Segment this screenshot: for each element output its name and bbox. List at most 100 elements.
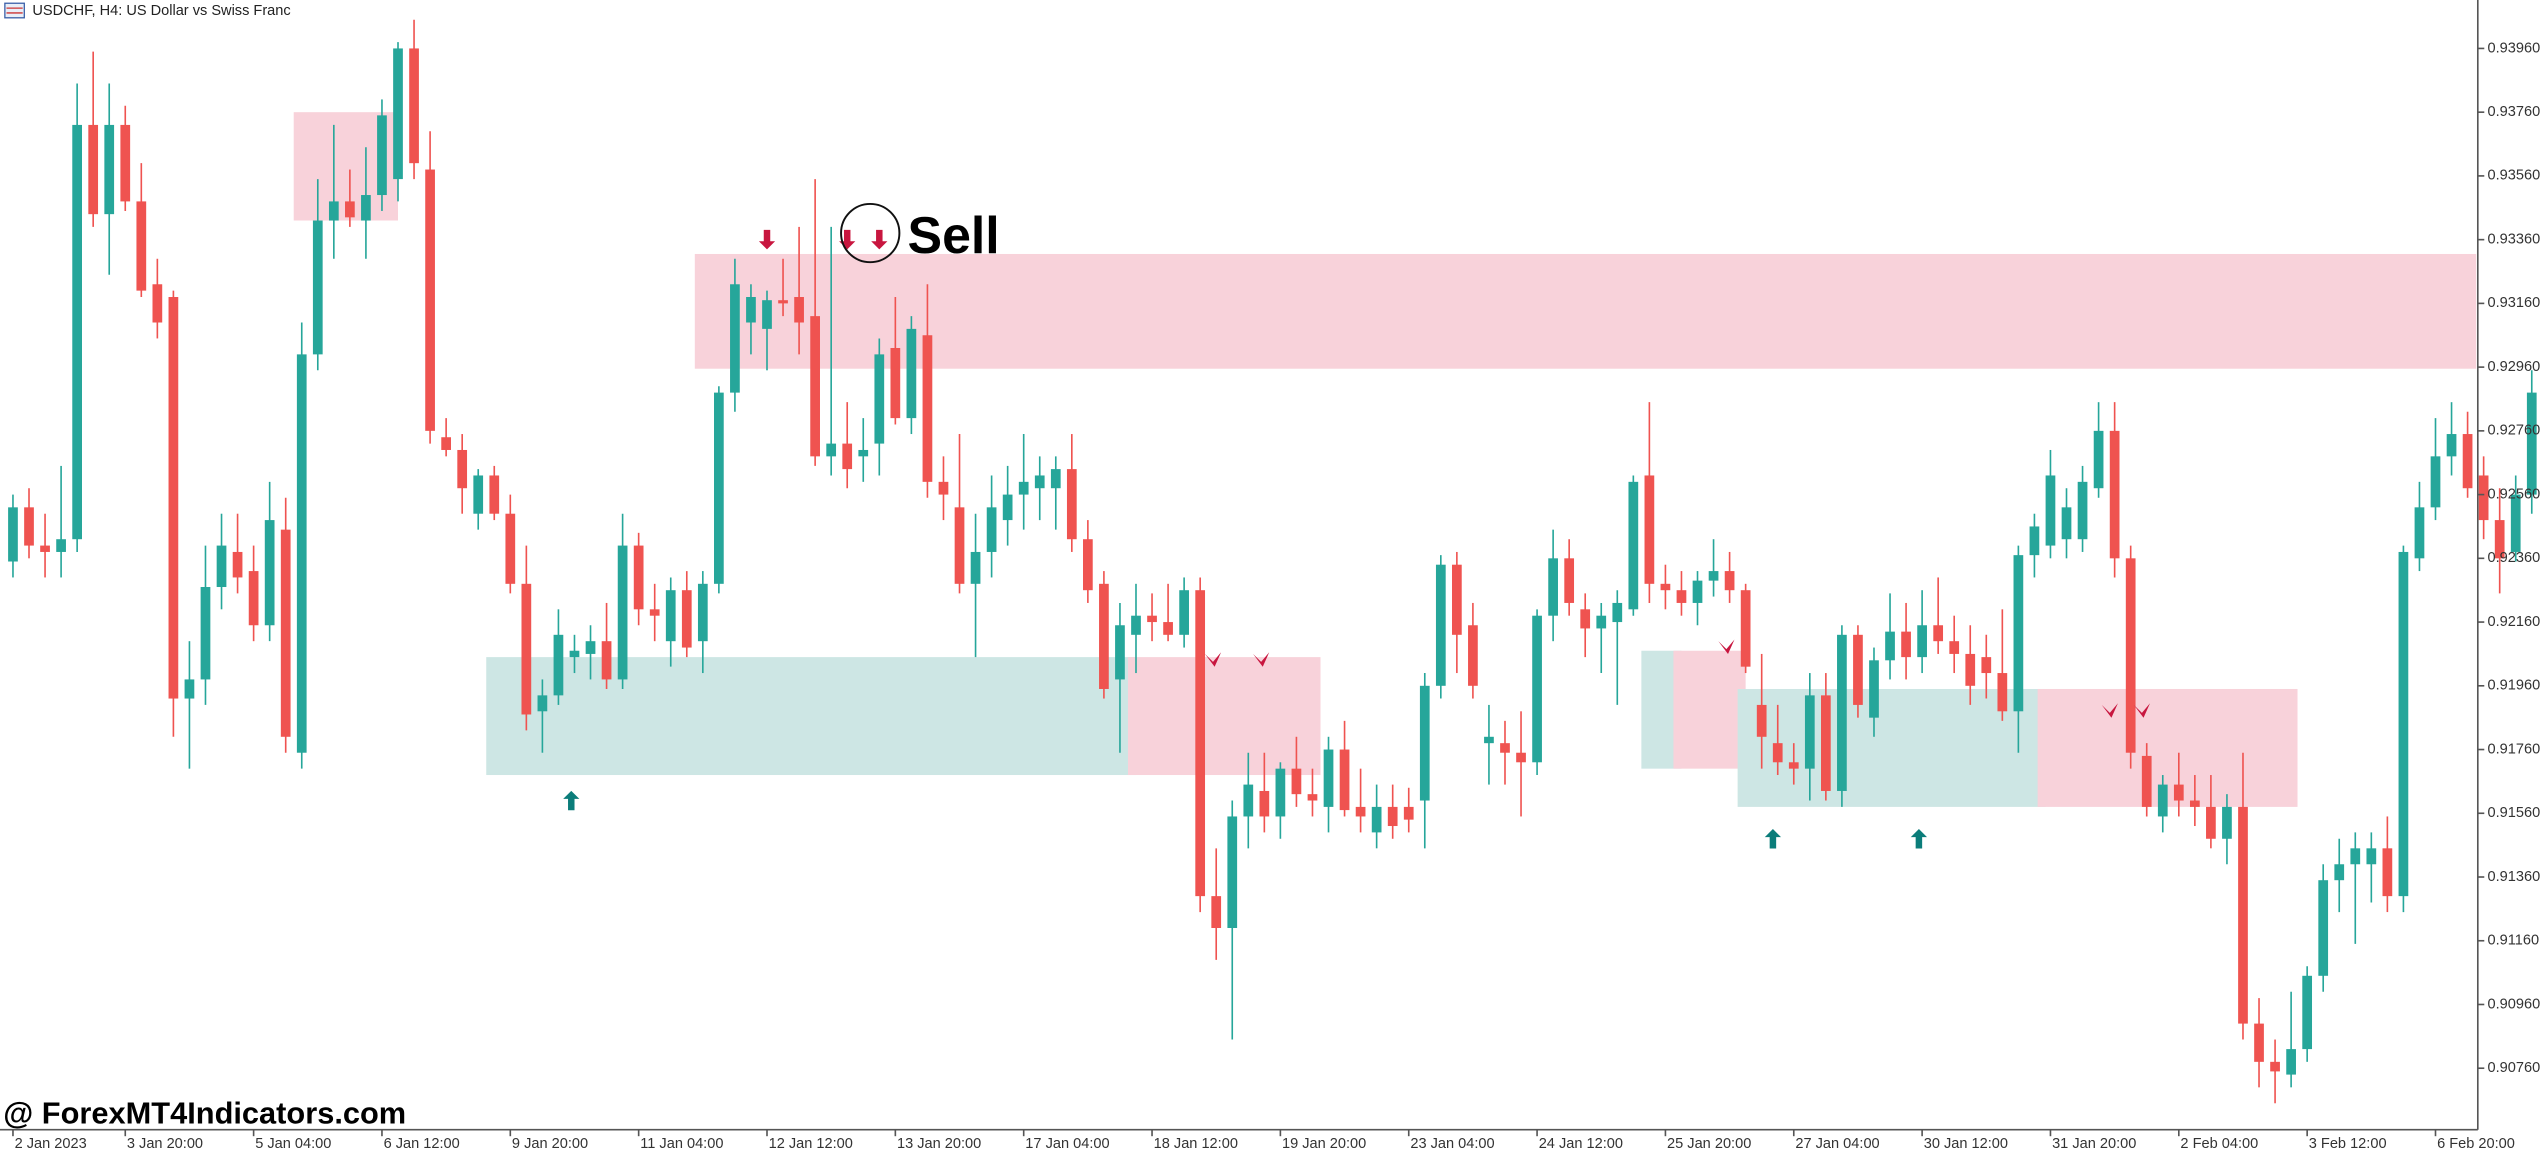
zone (486, 657, 1136, 776)
candles (8, 19, 2537, 1104)
sell-arrow (758, 229, 776, 250)
candle-body (697, 583, 708, 642)
candle-body (393, 48, 403, 180)
candle-body (2254, 1023, 2264, 1062)
candle-body (537, 695, 548, 712)
candle-body (1580, 609, 1591, 629)
candle-body (168, 297, 179, 699)
candle-body (2366, 848, 2377, 865)
candle-body (1869, 660, 1879, 718)
candle-body (1532, 615, 1542, 763)
y-tick-label: 0.91760 (2488, 741, 2541, 757)
candle-body (2398, 551, 2409, 897)
candle-body (1018, 481, 1029, 495)
candle-body (345, 201, 355, 218)
x-tick-label: 9 Jan 20:00 (512, 1136, 588, 1152)
candle-body (922, 335, 933, 482)
candle-body (104, 124, 115, 215)
x-tick-label: 2 Feb 04:00 (2180, 1136, 2258, 1152)
sell-mark (1253, 652, 1270, 667)
candle-body (1083, 539, 1093, 591)
candle-body (56, 539, 66, 552)
y-tick-label: 0.91960 (2488, 678, 2541, 694)
x-tick-label: 5 Jan 04:00 (255, 1136, 331, 1152)
candle-body (746, 297, 756, 323)
candle-body (1403, 806, 1414, 820)
y-tick-label: 0.93560 (2488, 168, 2541, 184)
candle-body (601, 641, 612, 680)
candle-body (1917, 625, 1927, 658)
candle-body (585, 641, 596, 654)
candle-body (2222, 806, 2232, 839)
candle-body (1965, 653, 1976, 686)
candle-body (1804, 695, 1815, 769)
candle-body (2270, 1061, 2280, 1072)
candle-body (1548, 558, 1558, 616)
y-tick-label: 0.91360 (2488, 869, 2541, 885)
flag-icon (4, 2, 25, 19)
candle-body (1933, 625, 1944, 642)
sell-mark (1718, 639, 1735, 655)
candle-body (1885, 631, 1895, 661)
candle-body (1211, 896, 1222, 928)
candle-body (1002, 494, 1013, 521)
candle-body (2093, 430, 2104, 489)
candle-body (40, 545, 50, 552)
y-tick-label: 0.93160 (2488, 295, 2541, 311)
zone (1127, 657, 1321, 776)
candle-body (890, 347, 901, 419)
x-tick-label: 11 Jan 04:00 (640, 1136, 723, 1152)
candle-body (1676, 590, 1687, 603)
candle-body (1484, 736, 1494, 744)
candle-body (2350, 848, 2361, 865)
candle-body (681, 590, 692, 648)
candle-body (1949, 641, 1960, 654)
candle-body (1419, 685, 1430, 801)
candle-body (2141, 755, 2152, 807)
candle-body (1147, 615, 1157, 623)
candle-body (280, 529, 291, 737)
watermark: @ ForexMT4Indicators.com (3, 1095, 406, 1130)
x-tick-label: 13 Jan 20:00 (897, 1136, 981, 1152)
candle-body (1452, 564, 1462, 635)
candle-body (2029, 526, 2040, 556)
candle-body (1788, 762, 1799, 769)
candle-body (425, 169, 435, 431)
candle-body (1339, 749, 1350, 811)
candle-body (794, 297, 804, 323)
x-tick-label: 6 Jan 12:00 (384, 1136, 460, 1152)
x-tick-label: 19 Jan 20:00 (1282, 1136, 1366, 1152)
y-tick-label: 0.92160 (2488, 614, 2541, 630)
candle-body (1564, 558, 1575, 603)
candle-body (1435, 564, 1446, 686)
candle-body (1355, 806, 1366, 817)
candle-body (72, 124, 82, 540)
candle-body (505, 513, 516, 584)
x-tick-label: 23 Jan 04:00 (1410, 1136, 1494, 1152)
candle-body (521, 583, 532, 715)
candle-body (1708, 571, 1719, 581)
candle-body (1772, 743, 1783, 763)
candle-body (24, 507, 34, 546)
candle-body (2318, 880, 2329, 976)
candle-body (2077, 481, 2088, 540)
y-tick-label: 0.92360 (2488, 550, 2541, 566)
candle-body (473, 475, 484, 514)
candle-body (2045, 475, 2056, 546)
candle-body (1163, 622, 1173, 635)
y-tick-label: 0.90960 (2488, 996, 2541, 1012)
x-tick-label: 17 Jan 04:00 (1025, 1136, 1109, 1152)
annotation-circle (840, 202, 901, 264)
candle-body (2446, 434, 2457, 457)
candle-body (2061, 507, 2072, 540)
candle-body (2013, 555, 2024, 712)
candle-body (762, 300, 772, 329)
candle-body (569, 650, 580, 658)
candle-body (617, 545, 628, 680)
candle-body (810, 316, 820, 457)
candle-body (1131, 615, 1141, 635)
candle-body (553, 634, 564, 696)
candle-body (1291, 768, 1302, 795)
